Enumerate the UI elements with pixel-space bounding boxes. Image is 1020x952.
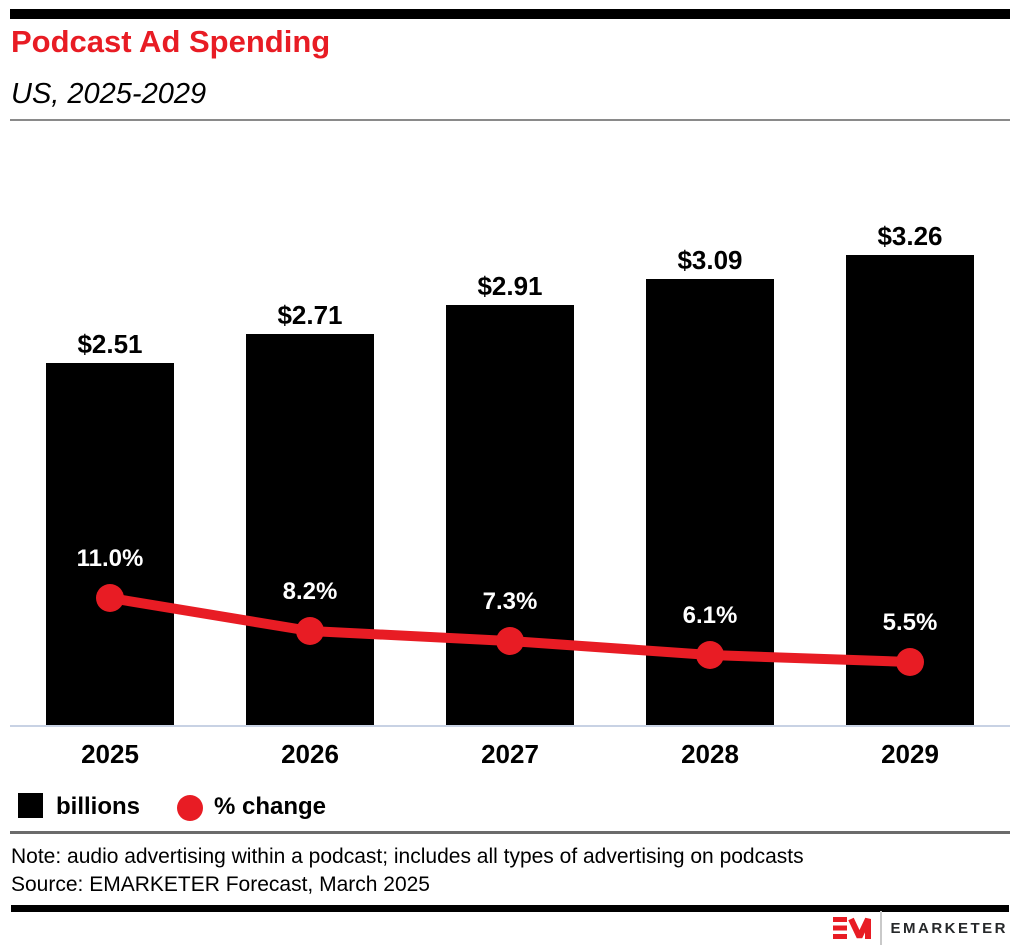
bar-value-label-2028: $3.09	[677, 245, 743, 275]
pct-change-label-2028: 6.1%	[682, 602, 738, 629]
emarketer-monogram-icon	[833, 917, 872, 939]
legend-label-pct-change: % change	[214, 793, 327, 820]
x-axis-label-2029: 2029	[881, 739, 939, 769]
top-rule-bar	[10, 9, 1010, 19]
logo-divider	[880, 911, 883, 945]
bottom-rule-bar	[11, 905, 1009, 912]
x-axis-label-2025: 2025	[81, 739, 139, 769]
x-axis-label-2027: 2027	[481, 739, 539, 769]
x-axis-label-2028: 2028	[681, 739, 739, 769]
bar-value-label-2025: $2.51	[77, 329, 143, 359]
bar-value-label-2029: $3.26	[877, 221, 943, 251]
x-axis-label-2026: 2026	[281, 739, 339, 769]
bar-value-label-2027: $2.91	[477, 271, 543, 301]
bar-2028	[646, 279, 774, 725]
header-divider	[10, 119, 1010, 121]
bar-2029	[846, 255, 974, 725]
chart-title: Podcast Ad Spending	[11, 24, 331, 59]
pct-change-label-2029: 5.5%	[882, 609, 938, 636]
bar-value-label-2026: $2.71	[277, 300, 343, 330]
pct-change-label-2025: 11.0%	[76, 545, 144, 572]
bar-2025	[46, 363, 174, 725]
pct-change-label-2027: 7.3%	[482, 588, 538, 615]
pct-change-label-2026: 8.2%	[282, 578, 338, 605]
legend-swatch-billions	[18, 793, 43, 818]
chart-subtitle: US, 2025-2029	[11, 78, 207, 110]
source-text: Source: EMARKETER Forecast, March 2025	[11, 873, 430, 896]
x-axis-baseline	[10, 725, 1010, 727]
logo-wordmark: EMARKETER	[890, 919, 1008, 937]
emarketer-logo: EMARKETER	[832, 911, 1008, 945]
note-text: Note: audio advertising within a podcast…	[11, 845, 804, 868]
legend-label-billions: billions	[56, 793, 140, 820]
legend-swatch-pct-change	[177, 795, 203, 821]
bar-2027	[446, 305, 574, 725]
bar-2026	[246, 334, 374, 725]
legend-divider	[10, 831, 1010, 834]
